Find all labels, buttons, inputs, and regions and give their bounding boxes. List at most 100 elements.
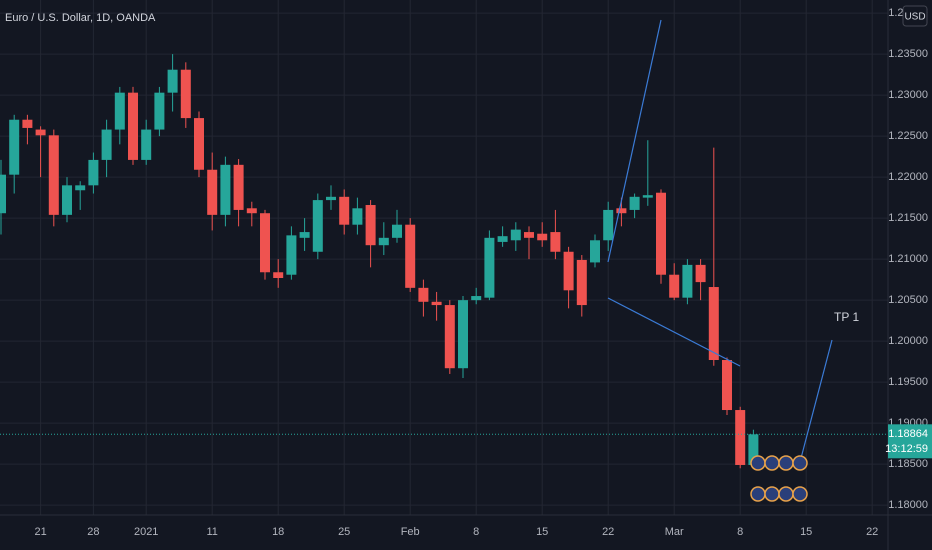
candle-body [286, 235, 297, 275]
x-tick-label: Mar [665, 526, 684, 538]
currency-button[interactable] [902, 5, 928, 27]
candle-body [194, 118, 204, 170]
candle-body [748, 434, 759, 465]
candle-body [444, 305, 455, 369]
candle-body [537, 233, 548, 241]
x-tick-label: 15 [800, 526, 812, 538]
candle-body [378, 237, 389, 246]
candle-body [563, 251, 574, 291]
trend-line [799, 339, 833, 463]
candle-body [0, 174, 6, 214]
chart-title: Euro / U.S. Dollar, 1D, OANDA [5, 12, 156, 24]
event-icon [792, 455, 808, 471]
candle-body [167, 69, 178, 93]
y-tick-label: 1.18500 [888, 458, 928, 470]
currency[interactable]: USD [904, 12, 925, 23]
candle-body [629, 196, 640, 210]
candle-body [510, 229, 521, 241]
candle-body [312, 200, 323, 252]
event-icon [750, 486, 766, 502]
candle-body [418, 287, 429, 302]
candle-body [220, 164, 231, 215]
candle-body [299, 232, 310, 238]
x-tick-label: Feb [401, 526, 420, 538]
event-icons [750, 455, 808, 502]
candle-body [88, 159, 99, 186]
event-icon [792, 486, 808, 502]
candle-body [48, 135, 59, 215]
x-tick-label: 21 [34, 526, 46, 538]
candle-body [273, 272, 284, 279]
y-tick-label: 1.21000 [888, 253, 928, 265]
candle-body [9, 119, 20, 175]
candle-body [603, 209, 614, 241]
candle-body [141, 129, 152, 160]
candle-body [180, 69, 191, 119]
last-price-label: 1.18864 [888, 428, 928, 440]
x-tick-label: 22 [602, 526, 614, 538]
x-tick-label: 8 [473, 526, 479, 538]
candle-body [62, 185, 72, 215]
candle-body [101, 129, 112, 160]
candle-body [431, 301, 442, 306]
candle-body [669, 274, 680, 298]
y-tick-label: 1.18000 [888, 499, 928, 511]
event-icon [778, 455, 794, 471]
candle-body [695, 264, 706, 283]
candle-body [616, 208, 627, 214]
x-tick-label: 28 [87, 526, 99, 538]
x-tick-label: 8 [737, 526, 743, 538]
y-tick-label: 1.20500 [888, 294, 928, 306]
y-tick-label: 1.21500 [888, 212, 928, 224]
last-price-box [888, 424, 932, 459]
candle-body [326, 196, 336, 201]
candle-body [524, 232, 534, 238]
candle-body [708, 287, 719, 361]
event-icon [750, 455, 766, 471]
candle-body [392, 224, 402, 238]
x-tick-label: 18 [272, 526, 284, 538]
candle-body [682, 264, 693, 298]
candle-body [114, 92, 125, 130]
candle-body [22, 119, 33, 128]
y-tick-label: 1.22000 [888, 171, 928, 183]
candle-body [207, 169, 218, 215]
candle-body [35, 129, 46, 136]
candle-body [590, 240, 600, 263]
candle-body [365, 205, 376, 246]
y-tick-label: 1.23500 [888, 48, 928, 60]
candle-body [458, 300, 468, 369]
x-tick-label: 2021 [134, 526, 158, 538]
candle-body [339, 196, 350, 225]
x-tick-label: 15 [536, 526, 548, 538]
y-tick-label: 1.23000 [888, 89, 928, 101]
y-tick-label: 1.20000 [888, 335, 928, 347]
candle-body [405, 224, 416, 288]
candle-body [233, 164, 244, 210]
trend-line [607, 19, 662, 263]
candle-body [722, 360, 732, 411]
event-icon [778, 486, 794, 502]
event-icon [764, 455, 780, 471]
candle-body [550, 232, 561, 252]
x-tick-label: 11 [206, 526, 217, 538]
x-tick-label: 22 [866, 526, 878, 538]
drawings [607, 19, 833, 463]
candle-body [642, 195, 653, 198]
candles [0, 54, 888, 469]
axes: 1.180001.185001.190001.195001.200001.205… [34, 7, 932, 538]
countdown: 13:12:59 [885, 443, 928, 455]
candle-body [75, 185, 86, 191]
candle-body [471, 296, 482, 301]
candle-body [260, 213, 270, 273]
candle-body [352, 208, 363, 225]
event-icon [764, 486, 780, 502]
trend-line [607, 297, 741, 367]
candle-body [154, 92, 165, 130]
candle-body [128, 92, 138, 160]
candle-body [576, 259, 587, 306]
candle-body [656, 192, 666, 275]
y-tick-label: 1.22500 [888, 130, 928, 142]
annotation: TP 1 [834, 310, 859, 324]
